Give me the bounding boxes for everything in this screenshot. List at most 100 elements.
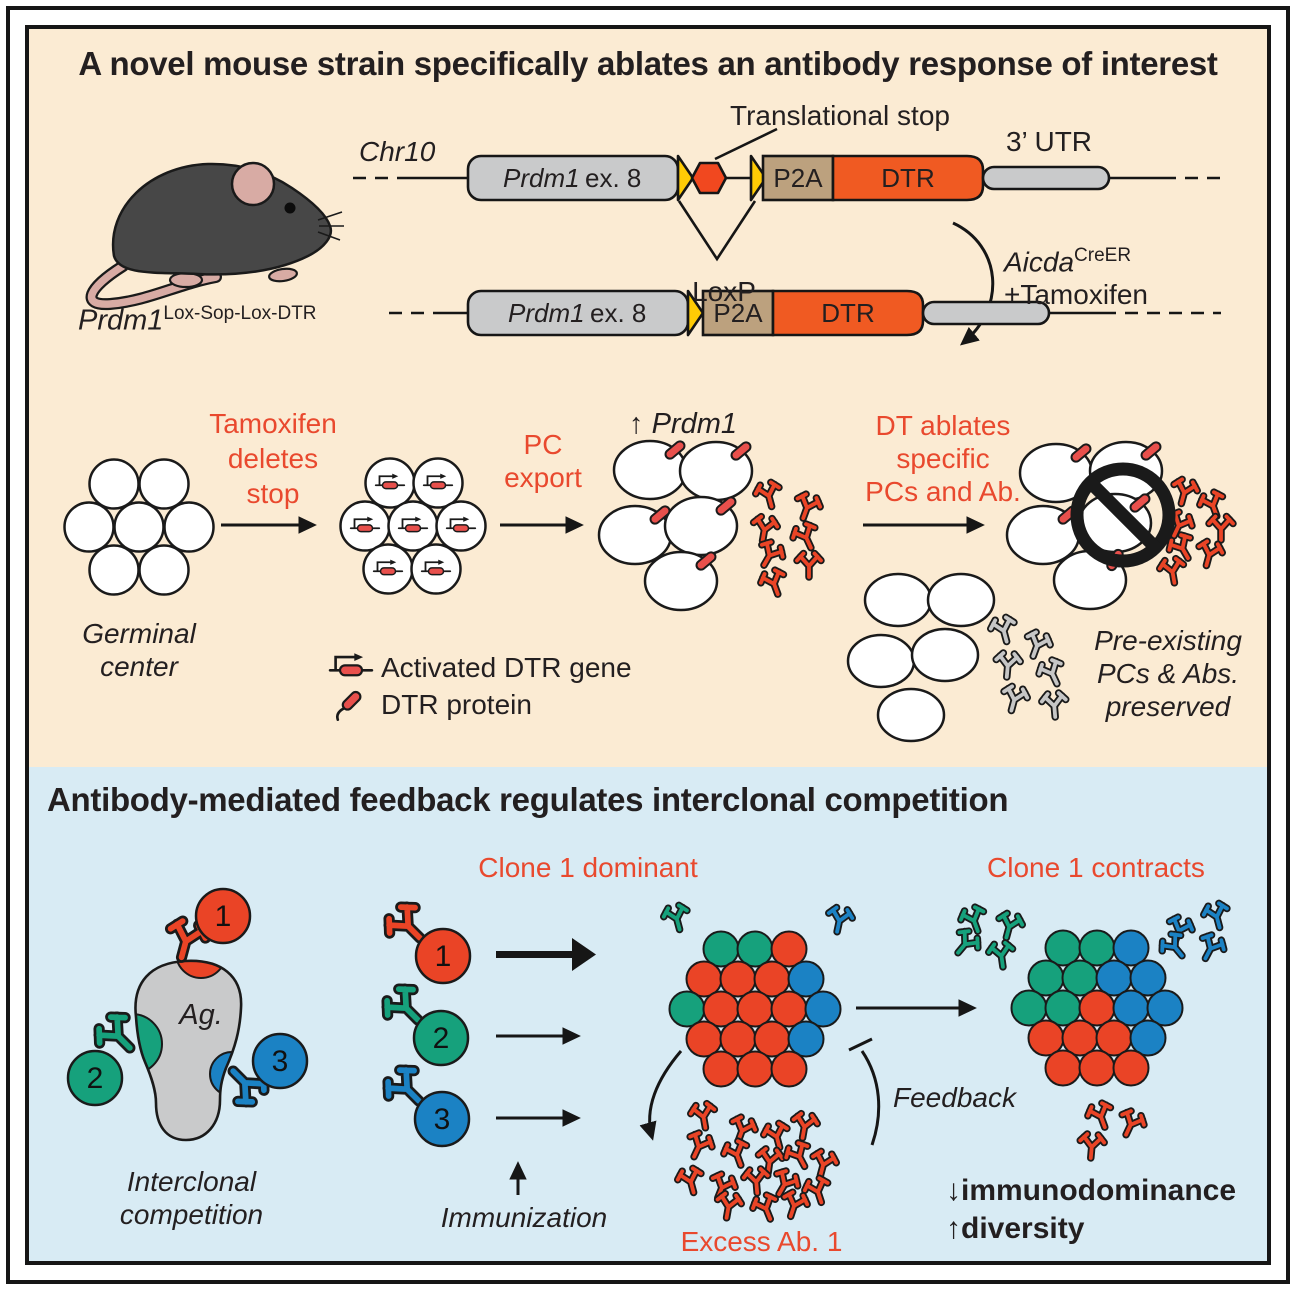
antibody-icon bbox=[721, 1139, 752, 1169]
b-cell bbox=[1112, 929, 1150, 967]
antibody-icon bbox=[690, 1103, 718, 1130]
gc-cell bbox=[138, 544, 190, 596]
antibody-icon bbox=[995, 912, 1024, 941]
p2a-label: P2A bbox=[773, 163, 823, 193]
preexisting-antibodies bbox=[989, 616, 1068, 718]
preexisting-plasma-cells bbox=[846, 572, 996, 743]
b-cell bbox=[1112, 1049, 1150, 1087]
antibody-icon bbox=[1041, 692, 1067, 718]
b-cell bbox=[770, 1050, 808, 1088]
b-cell bbox=[1146, 989, 1184, 1027]
panel-feedback: 1 2 3 1 2 3 bbox=[29, 767, 1267, 1261]
text-line: Interclonal bbox=[126, 1166, 257, 1197]
exon-label-rest: ex. 8 bbox=[585, 163, 641, 193]
antibody-icon bbox=[792, 492, 823, 522]
text-line: stop bbox=[246, 478, 300, 509]
legend-gene-label: Activated DTR gene bbox=[381, 652, 632, 683]
antibody-icon bbox=[988, 942, 1015, 969]
targeted-allele-construct: Prdm1 ex. 8 P2A DTR bbox=[353, 127, 1221, 262]
mouse-strain-label: Prdm1Lox-Sop-Lox-DTR bbox=[78, 297, 398, 338]
plasma-cell bbox=[910, 627, 980, 683]
clone-2-cell bbox=[66, 1049, 124, 1107]
antibody-icon bbox=[715, 1193, 743, 1220]
clone1-dominant-label: Clone 1 dominant bbox=[478, 852, 698, 883]
antibody-icon bbox=[779, 1190, 809, 1220]
loxp-label: LoxP bbox=[692, 276, 756, 307]
utr-label: 3’ UTR bbox=[1005, 126, 1093, 157]
strain-allele: Lox-Sop-Lox-DTR bbox=[163, 303, 317, 324]
feedback-down-arrow bbox=[639, 1050, 683, 1141]
dtr-box bbox=[771, 289, 925, 337]
gc-cell bbox=[88, 458, 140, 510]
secreted-antibodies bbox=[751, 481, 823, 599]
b-cell bbox=[736, 1050, 774, 1088]
text-line: Tamoxifen bbox=[209, 408, 337, 439]
antibody-icon bbox=[750, 1193, 781, 1224]
inhibition-bar bbox=[848, 1037, 873, 1052]
dtr-label: DTR bbox=[881, 163, 934, 193]
up-arrow-glyph: ↑ bbox=[629, 408, 644, 440]
recombined-allele-construct: Prdm1 ex. 8 P2A DTR bbox=[389, 289, 1221, 337]
antibody-icon bbox=[751, 516, 779, 543]
clone-number: 1 bbox=[215, 900, 232, 933]
dt-ablates-label: DT ablates specific PCs and Ab. bbox=[853, 409, 1033, 508]
feedback-label: Feedback bbox=[893, 1082, 1016, 1113]
pc-export-label: PC export bbox=[483, 428, 603, 494]
prdm1-upregulated-label: ↑ Prdm1 bbox=[603, 408, 763, 441]
germinal-center-activated bbox=[339, 457, 487, 595]
clone-response-rows: 1 2 3 bbox=[380, 900, 596, 1195]
antibody-icon bbox=[809, 1150, 838, 1179]
plasma-cell bbox=[863, 572, 933, 628]
gc-cell bbox=[163, 501, 215, 553]
cluster-contracted bbox=[1010, 929, 1184, 1087]
antibody-icon bbox=[1164, 915, 1195, 945]
antibody-icon bbox=[743, 1168, 769, 1194]
mouse-strain-graphics: Prdm1 ex. 8 P2A DTR Prdm1 ex. 8 P2 bbox=[63, 127, 1267, 743]
feedback-up-curve bbox=[860, 1050, 881, 1146]
translational-stop-label: Translational stop bbox=[730, 100, 950, 131]
antibody-icon bbox=[662, 904, 691, 933]
antibody-icon bbox=[1036, 657, 1068, 688]
loxp-site-icon bbox=[686, 289, 705, 337]
text-line: PCs & Abs. bbox=[1096, 658, 1240, 689]
p2a-box bbox=[701, 289, 775, 337]
b-cell bbox=[804, 990, 842, 1028]
diverse-antibodies-green bbox=[949, 905, 1024, 969]
b-cell bbox=[1129, 959, 1167, 997]
p2a-label: P2A bbox=[713, 298, 763, 328]
mouse-ear bbox=[230, 161, 276, 207]
mouse-front-foot bbox=[268, 267, 298, 283]
antibody-icon bbox=[825, 906, 853, 934]
antigen-body bbox=[135, 960, 242, 1140]
antibody-icon bbox=[758, 568, 789, 598]
cre-superscript: CreER bbox=[1074, 245, 1132, 266]
antibody-icon bbox=[683, 1130, 715, 1161]
reduced-antibodies-red bbox=[1079, 1101, 1147, 1159]
b-cell bbox=[787, 960, 825, 998]
antigen-outline bbox=[134, 959, 243, 1142]
legend-protein-label: DTR protein bbox=[381, 689, 532, 720]
germinal-center-cluster bbox=[63, 458, 215, 596]
clone1-contracts-label: Clone 1 contracts bbox=[987, 852, 1205, 883]
activated-dtr-gene-icon bbox=[328, 651, 374, 677]
germinal-center-label: Germinal center bbox=[59, 617, 219, 683]
gc-cell bbox=[113, 501, 165, 553]
prohibition-sign bbox=[1070, 462, 1176, 568]
plasma-cells-dtr bbox=[597, 438, 754, 612]
gc-cell bbox=[88, 544, 140, 596]
b-cell bbox=[770, 930, 808, 968]
immunization-label: Immunization bbox=[440, 1202, 608, 1233]
loxp-site-icon bbox=[749, 154, 768, 202]
text-line: preserved bbox=[1105, 691, 1231, 722]
gc-cell bbox=[138, 458, 190, 510]
mouse-body bbox=[111, 162, 333, 276]
clone-1-cell bbox=[414, 927, 472, 985]
mouse-whiskers bbox=[317, 211, 344, 241]
text-line: export bbox=[504, 462, 582, 493]
epitope-2 bbox=[135, 1013, 163, 1075]
text-line: specific bbox=[896, 443, 990, 474]
antibody-icon bbox=[1195, 932, 1227, 964]
cre-recombination-arrow bbox=[952, 221, 995, 346]
antibody-icon bbox=[676, 1167, 705, 1196]
utr-bar bbox=[921, 300, 1051, 326]
